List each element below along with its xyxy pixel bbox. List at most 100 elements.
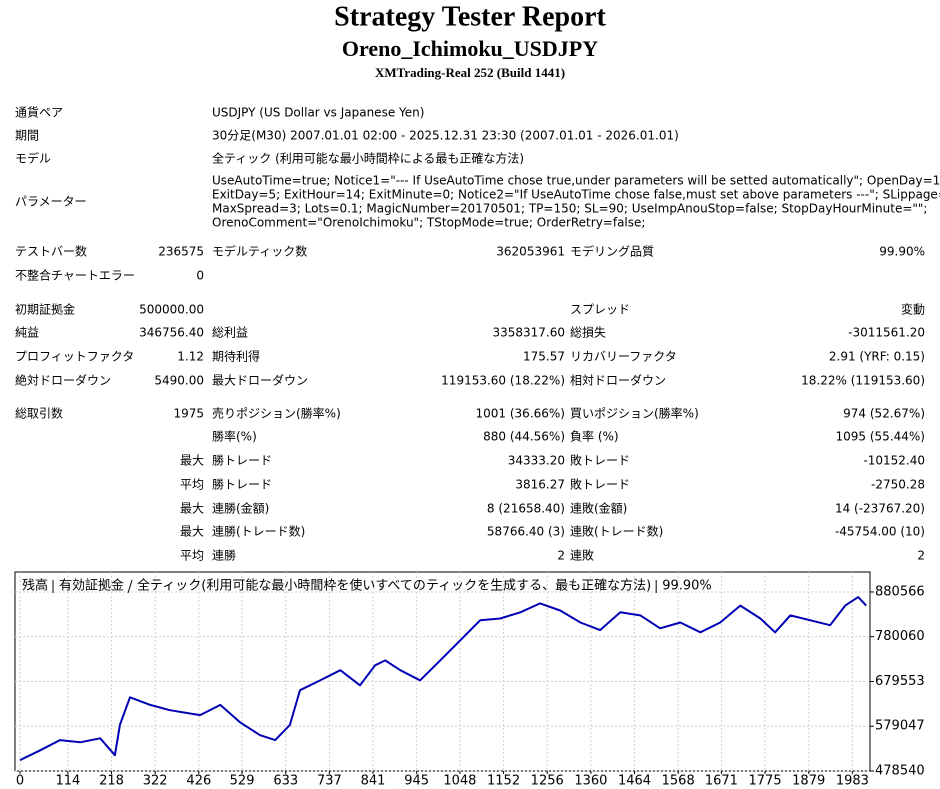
report-title: Strategy Tester Report (334, 1, 606, 32)
y-tick-label: 780060 (875, 629, 925, 644)
setting-value: ExitDay=5; ExitHour=14; ExitMinute=0; No… (212, 188, 940, 202)
x-tick-label: 841 (361, 774, 386, 789)
stat-value: -45754.00 (10) (835, 525, 925, 539)
stat-label: 買いポジション(勝率%) (570, 406, 699, 421)
stat-label: モデルティック数 (212, 244, 307, 259)
stat-label: 総損失 (570, 325, 606, 340)
x-tick-label: 1256 (531, 774, 564, 789)
stat-label: 初期証拠金 (15, 302, 75, 317)
stat-value: 99.90% (879, 245, 925, 259)
stat-label: 総利益 (212, 326, 248, 340)
stat-value: -3011561.20 (848, 326, 925, 340)
x-tick-label: 1671 (705, 774, 738, 789)
setting-value: UseAutoTime=true; Notice1="--- If UseAut… (212, 174, 940, 188)
stat-label: 連敗(トレード数) (570, 524, 663, 539)
stat-label: 売りポジション(勝率%) (212, 406, 341, 421)
stat-value: 880 (44.56%) (483, 430, 565, 444)
stat-label: 連敗(金額) (570, 501, 627, 516)
stat-label: 敗トレード (570, 453, 630, 468)
stat-value: 18.22% (119153.60) (801, 374, 925, 388)
stat-value: -2750.28 (871, 478, 925, 492)
y-tick-label: 880566 (875, 584, 925, 599)
stat-value: 1975 (173, 407, 204, 421)
stat-label: 連勝(トレード数) (212, 524, 305, 539)
setting-value: 全ティック (利用可能な最小時間枠による最も正確な方法) (212, 151, 524, 166)
x-tick-label: 1775 (749, 774, 782, 789)
stat-value: 14 (-23767.20) (835, 502, 925, 516)
stat-label: 期待利得 (212, 349, 260, 364)
stat-value: 119153.60 (18.22%) (441, 374, 565, 388)
stat-value: 最大 (180, 502, 204, 516)
setting-label: 期間 (15, 129, 39, 143)
stat-value: 346756.40 (139, 326, 204, 340)
report-subtitle: Oreno_Ichimoku_USDJPY (342, 36, 598, 61)
stat-value: 変動 (901, 302, 925, 317)
legend-entry: 有効証拠金 (59, 578, 124, 594)
stat-label: リカバリーファクタ (570, 350, 677, 364)
x-tick-label: 218 (99, 774, 124, 789)
x-tick-label: 426 (186, 774, 211, 789)
x-tick-label: 945 (404, 774, 429, 789)
stat-value: 362053961 (496, 245, 565, 259)
x-tick-label: 0 (16, 774, 24, 789)
stat-label: 負率 (%) (570, 429, 619, 444)
balance-line (19, 596, 867, 761)
stat-label: 勝トレード (212, 453, 272, 468)
stat-label: 最大ドローダウン (212, 373, 308, 388)
build-info: XMTrading-Real 252 (Build 1441) (375, 65, 565, 80)
legend-separator (127, 579, 133, 594)
stat-value: 1.12 (177, 350, 204, 364)
stat-label: 連勝 (212, 548, 236, 563)
stat-value: 175.57 (523, 350, 565, 364)
stat-label: プロフィットファクタ (15, 350, 134, 364)
setting-value: 30分足(M30) 2007.01.01 02:00 - 2025.12.31 … (212, 129, 679, 143)
x-tick-label: 529 (230, 774, 255, 789)
setting-label: 通貨ペア (15, 105, 63, 120)
stat-value: -10152.40 (863, 454, 925, 468)
stat-label: 総取引数 (15, 406, 63, 421)
setting-value: MaxSpread=3; Lots=0.1; MagicNumber=20170… (212, 202, 927, 216)
stat-value: 2 (917, 549, 925, 563)
stat-value: 平均 (180, 478, 204, 492)
stat-value: 8 (21658.40) (487, 502, 565, 516)
stat-value: 最大 (180, 454, 204, 468)
y-tick-label: 679553 (875, 674, 925, 689)
stat-value: 3816.27 (515, 478, 565, 492)
stat-value: 500000.00 (139, 303, 204, 317)
stat-value: 平均 (180, 549, 204, 563)
stat-value: 1001 (36.66%) (476, 407, 565, 421)
chart-frame (14, 571, 871, 772)
x-tick-label: 1048 (443, 774, 476, 789)
x-tick-label: 1152 (487, 774, 520, 789)
y-tick-label: 478540 (875, 764, 925, 779)
setting-value: OrenoComment="OrenoIchimoku"; TStopMode=… (212, 216, 645, 230)
chart-note: 全ティック(利用可能な最小時間枠を使いすべてのティックを生成する、最も正確な方法… (137, 578, 651, 594)
y-tick-label: 579047 (875, 719, 925, 734)
stat-label: モデリング品質 (570, 244, 654, 259)
x-tick-label: 1568 (662, 774, 695, 789)
stat-label: 相対ドローダウン (570, 373, 666, 388)
x-tick-label: 114 (55, 774, 80, 789)
x-tick-label: 1360 (574, 774, 607, 789)
setting-label: パラメーター (15, 195, 87, 209)
stat-value: 2 (557, 549, 565, 563)
stat-value: 974 (52.67%) (843, 407, 925, 421)
stat-value: 1095 (55.44%) (836, 430, 925, 444)
stat-label: 勝率(%) (212, 429, 257, 444)
stat-label: 敗トレード (570, 477, 630, 492)
setting-label: モデル (15, 151, 51, 166)
stat-label: スプレッド (570, 303, 630, 317)
stat-label: 勝トレード (212, 477, 272, 492)
stat-value: 236575 (158, 245, 204, 259)
x-tick-label: 1879 (792, 774, 825, 789)
stat-value: 58766.40 (3) (487, 525, 565, 539)
stat-value: 0 (196, 269, 204, 283)
stat-label: 連敗 (570, 548, 594, 563)
x-tick-label: 1983 (836, 774, 869, 789)
stat-label: 不整合チャートエラー (15, 268, 135, 283)
setting-value: USDJPY (US Dollar vs Japanese Yen) (212, 106, 424, 120)
x-tick-label: 633 (273, 774, 298, 789)
stat-value: 2.91 (YRF: 0.15) (829, 350, 925, 364)
